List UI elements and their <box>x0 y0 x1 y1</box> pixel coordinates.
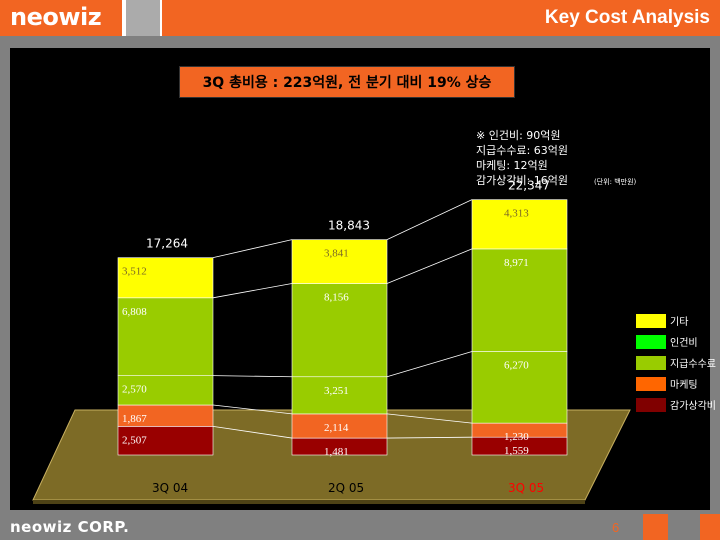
connector-line <box>212 283 293 299</box>
note-item: 지급수수료: 63억원 <box>476 144 569 157</box>
header-divider <box>126 0 160 36</box>
note-item: 마케팅: 12억원 <box>476 159 548 172</box>
bar-segment <box>471 248 568 352</box>
connector-line <box>212 404 293 415</box>
legend-swatch <box>636 335 666 349</box>
data-label: 8,156 <box>324 292 349 304</box>
legend-label: 마케팅 <box>670 379 698 391</box>
legend-label: 지급수수료 <box>670 358 716 370</box>
page-accent <box>643 514 668 540</box>
category-label: 2Q 05 <box>328 481 364 495</box>
data-label: 1,481 <box>324 446 349 458</box>
bar-segment <box>117 426 214 456</box>
connector-line <box>212 239 293 259</box>
data-label: 2,570 <box>122 384 147 396</box>
legend-label: 기타 <box>670 316 688 328</box>
connector-line <box>386 199 473 240</box>
chart-floor-edge <box>33 500 585 504</box>
page-title: Key Cost Analysis <box>544 7 710 28</box>
connector-line <box>212 425 293 439</box>
data-label: 6,270 <box>504 359 529 371</box>
bar-segment <box>117 257 214 299</box>
data-label: 4,313 <box>504 208 529 220</box>
cost-notes: ※ 인건비: 90억원 지급수수료: 63억원 마케팅: 12억원 감가상각비:… <box>476 128 568 188</box>
bar-segment <box>291 239 388 284</box>
total-label: 18,843 <box>328 219 370 233</box>
note-item: ※ 인건비: 90억원 <box>476 129 561 142</box>
bar-segment <box>291 283 388 378</box>
legend-swatch <box>636 356 666 370</box>
page-accent-right <box>700 514 720 540</box>
headline-banner: 3Q 총비용 : 223억원, 전 분기 대비 19% 상승 <box>179 66 515 98</box>
connector-line <box>386 436 473 439</box>
legend-label: 인건비 <box>670 337 698 349</box>
connector-line <box>386 248 473 284</box>
legend-swatch <box>636 398 666 412</box>
total-label: 17,264 <box>146 237 188 251</box>
connector-line <box>386 413 473 424</box>
footer-logo: neowiz CORP. <box>10 518 130 536</box>
bar-segment <box>471 199 568 250</box>
bar-segment <box>471 351 568 424</box>
connector-line <box>212 375 293 378</box>
page-number: 6 <box>612 520 620 535</box>
bar-segment <box>117 375 214 406</box>
bar-segment <box>291 413 388 439</box>
legend-swatch <box>636 314 666 328</box>
data-label: 1,559 <box>504 445 529 457</box>
data-label: 3,512 <box>122 266 147 278</box>
title-band: Key Cost Analysis <box>162 0 720 36</box>
data-label: 6,808 <box>122 306 147 318</box>
connector-line <box>386 351 473 378</box>
unit-label: (단위: 백만원) <box>594 178 637 186</box>
legend-label: 감가상각비 <box>670 400 716 412</box>
bar-segment <box>291 376 388 415</box>
total-label: 22,347 <box>508 179 550 193</box>
data-label: 3,251 <box>324 385 349 397</box>
category-label: 3Q 05 <box>508 481 544 495</box>
legend-swatch <box>636 377 666 391</box>
logo-text: neowiz <box>10 3 102 31</box>
data-label: 1,230 <box>504 431 529 443</box>
data-label: 3,841 <box>324 248 349 260</box>
data-label: 1,867 <box>122 413 147 425</box>
category-label: 3Q 04 <box>152 481 188 495</box>
top-bar: neowiz Key Cost Analysis <box>0 0 720 36</box>
note-item: 감가상각비: 16억원 <box>476 174 569 187</box>
brand-logo: neowiz <box>0 0 122 36</box>
data-label: 8,971 <box>504 257 529 269</box>
data-label: 2,114 <box>324 422 349 434</box>
bar-segment <box>117 297 214 376</box>
data-label: 2,507 <box>122 434 147 446</box>
